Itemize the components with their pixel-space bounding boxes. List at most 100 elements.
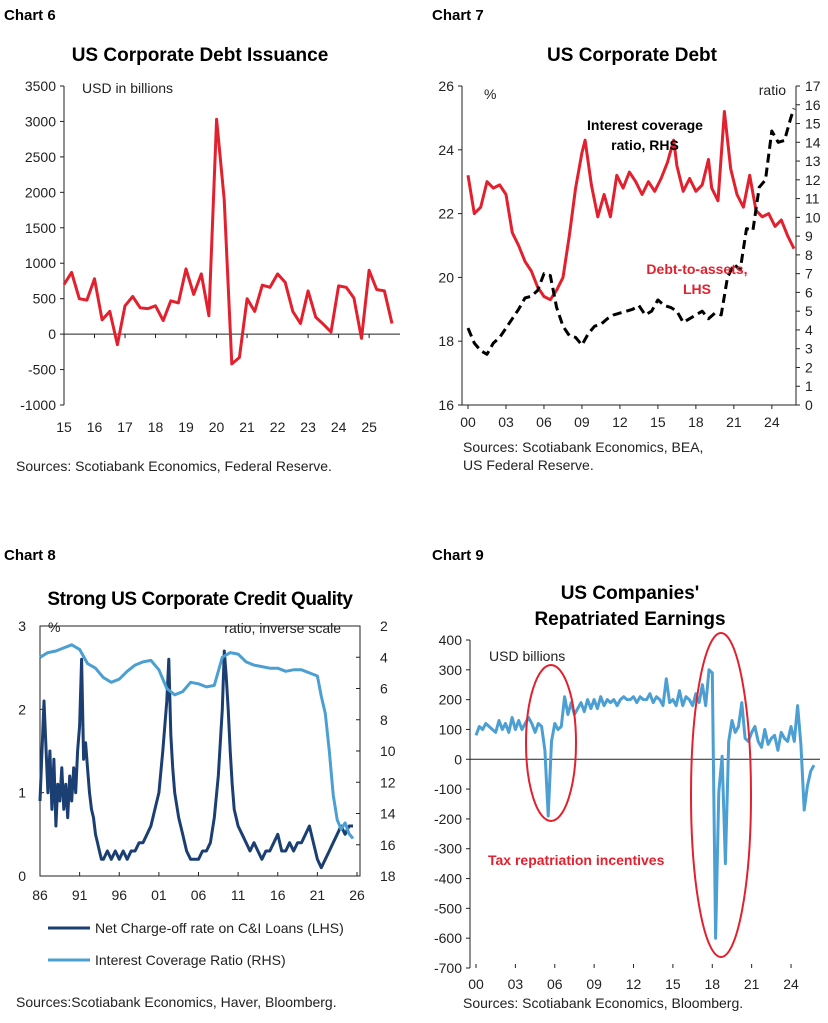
chart-9-x-tick-label: 15 [665, 976, 681, 992]
chart-8-x-tick-label: 91 [72, 887, 88, 903]
chart-8-x-tick-label: 96 [111, 887, 127, 903]
chart-7-right-tick-label: 3 [805, 341, 813, 357]
chart-7-debt-to-assets-line [466, 110, 796, 302]
chart-7-x-tick-label: 18 [688, 414, 704, 430]
chart-9-x-tick-label: 21 [744, 976, 760, 992]
highlight-ellipse-2018 [690, 632, 752, 958]
chart-7-right-tick-label: 15 [805, 116, 821, 132]
chart-8-right-tick-label: 16 [380, 837, 396, 853]
chart-8-right-unit: ratio, inverse scale [224, 620, 341, 636]
chart-7-annot-debt-2: LHS [683, 281, 711, 297]
chart-6-y-tick-label: 500 [33, 291, 57, 307]
highlight-ellipse-2005 [525, 664, 577, 822]
chart-8-right-tick-label: 18 [380, 868, 396, 884]
chart-7-annot-debt-1: Debt-to-assets, [646, 261, 747, 277]
chart-7-right-tick-label: 13 [805, 153, 821, 169]
chart-9-y-tick-label: 400 [439, 632, 463, 648]
chart-9-x-tick-label: 12 [626, 976, 642, 992]
chart-9-plot [474, 668, 816, 940]
chart-8-chargeoff-line [38, 649, 353, 870]
chart-9-y-tick-label: -300 [434, 841, 462, 857]
chart-6-x-tick-label: 23 [300, 419, 316, 435]
chart-7-axes: 1618202224260123456789101112131415161700… [438, 78, 820, 430]
chart-9-x-tick-label: 09 [586, 976, 602, 992]
chart-9-y-tick-label: -400 [434, 871, 462, 887]
chart-7-x-tick-label: 06 [536, 414, 552, 430]
chart-6-series-line [62, 117, 394, 366]
chart-6-x-tick-label: 16 [87, 419, 103, 435]
chart-6-plot [62, 117, 394, 366]
chart-8-right-tick-label: 4 [380, 649, 388, 665]
chart-7-right-tick-label: 0 [805, 397, 813, 413]
chart-7-annot-coverage-2: ratio, RHS [611, 137, 679, 153]
chart-6-y-tick-label: 1500 [25, 220, 56, 236]
chart-8-left-unit: % [48, 619, 60, 635]
chart-9-title-1: US Companies' [561, 583, 700, 604]
chart-7-label: Chart 7 [432, 7, 484, 24]
chart-8-plot [38, 643, 355, 870]
chart-6-x-tick-label: 18 [148, 419, 164, 435]
chart-8-left-tick-label: 0 [18, 868, 26, 884]
chart-7-right-tick-label: 2 [805, 359, 813, 375]
chart-9-y-tick-label: 100 [439, 721, 463, 737]
chart-7-x-tick-label: 21 [726, 414, 742, 430]
chart-8-x-tick-label: 11 [231, 887, 246, 903]
chart-6-x-tick-label: 19 [178, 419, 194, 435]
chart-7-right-tick-label: 6 [805, 284, 813, 300]
chart-9-repatriated-earnings-line [474, 668, 816, 940]
chart-9-y-tick-label: -500 [434, 900, 462, 916]
chart-6-x-tick-label: 22 [270, 419, 286, 435]
chart-9-x-tick-label: 24 [783, 976, 799, 992]
chart-7-source-1: Sources: Scotiabank Economics, BEA, [463, 439, 703, 455]
chart-6-x-tick-label: 15 [56, 419, 72, 435]
chart-6-y-tick-label: 2000 [25, 184, 56, 200]
chart-6-y-tick-label: 3500 [25, 78, 56, 94]
chart-9-x-tick-label: 18 [704, 976, 720, 992]
chart-7-right-tick-label: 12 [805, 172, 821, 188]
chart-7-right-tick-label: 7 [805, 266, 813, 282]
chart-7-right-unit: ratio [759, 82, 786, 98]
chart-7-left-unit: % [484, 86, 496, 102]
chart-8-right-tick-label: 8 [380, 712, 388, 728]
chart-7-right-tick-label: 10 [805, 209, 821, 225]
chart-9-axes: -700 -600 -500 -400 -300 -200 -100 0 100 200 300 40… [434, 632, 820, 992]
chart-6-y-tick-label: -500 [28, 362, 56, 378]
chart-7-right-tick-label: 5 [805, 303, 813, 319]
chart-6: Chart 6 US Corporate Debt Issuance USD i… [4, 7, 400, 474]
chart-6-x-tick-label: 24 [331, 419, 347, 435]
chart-7-x-tick-label: 03 [498, 414, 514, 430]
legend-label-chargeoff: Net Charge-off rate on C&I Loans (LHS) [95, 920, 344, 936]
chart-8-label: Chart 8 [4, 547, 56, 564]
chart-7-x-tick-label: 15 [650, 414, 666, 430]
chart-7-right-tick-label: 8 [805, 247, 813, 263]
chart-7-left-tick-label: 18 [438, 333, 454, 349]
chart-8-right-tick-label: 12 [380, 774, 396, 790]
chart-6-y-tick-label: 1000 [25, 255, 56, 271]
chart-9-y-tick-label: -100 [434, 781, 462, 797]
chart-8-right-tick-label: 14 [380, 806, 396, 822]
chart-7-right-tick-label: 11 [805, 191, 820, 207]
chart-6-x-tick-label: 17 [117, 419, 133, 435]
chart-8-x-tick-label: 01 [151, 887, 167, 903]
chart-7: Chart 7 US Corporate Debt % ratio 161820… [432, 7, 821, 473]
chart-9-y-tick-label: -700 [434, 960, 462, 976]
chart-9: Chart 9 US Companies' Repatriated Earnin… [432, 547, 820, 1011]
chart-7-x-tick-label: 12 [612, 414, 628, 430]
chart-7-right-tick-label: 9 [805, 228, 813, 244]
chart-9-x-tick-label: 06 [547, 976, 563, 992]
chart-9-y-tick-label: 0 [454, 751, 462, 767]
chart-8-x-tick-label: 86 [32, 887, 48, 903]
chart-8-right-tick-label: 2 [380, 618, 388, 634]
chart-6-label: Chart 6 [4, 7, 56, 24]
chart-9-y-tick-label: 200 [439, 692, 463, 708]
chart-6-source: Sources: Scotiabank Economics, Federal R… [16, 458, 332, 474]
chart-7-left-tick-label: 22 [438, 206, 454, 222]
chart-9-x-tick-label: 00 [468, 976, 484, 992]
chart-8-left-tick-label: 2 [18, 701, 26, 717]
chart-7-right-tick-label: 16 [805, 97, 821, 113]
chart-7-left-tick-label: 16 [438, 397, 454, 413]
chart-7-right-tick-label: 14 [805, 134, 821, 150]
chart-8-right-tick-label: 10 [380, 743, 396, 759]
chart-6-axes: -1000 -500 0 500 1000 1500 2000 2500 3000 3500 15 1… [20, 78, 400, 435]
